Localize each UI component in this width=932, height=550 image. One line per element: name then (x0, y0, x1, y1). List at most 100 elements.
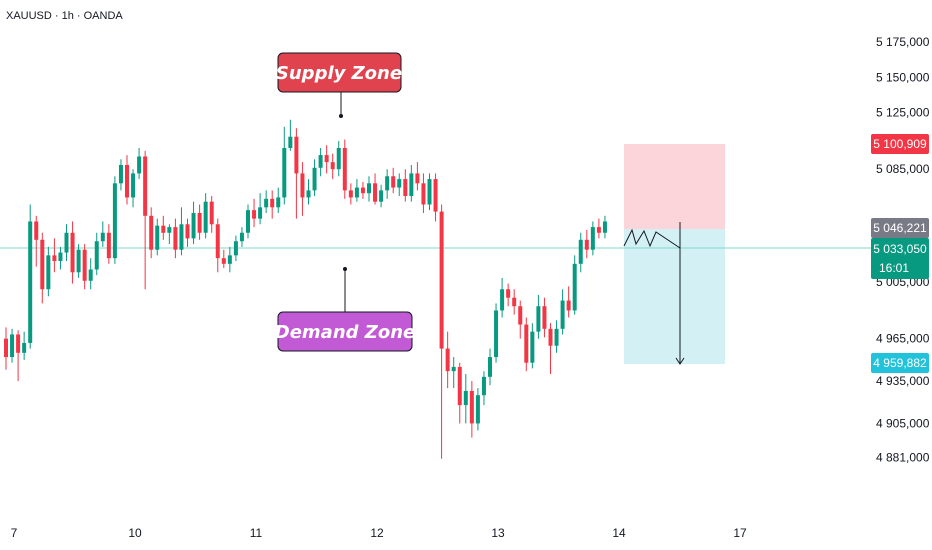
candle (149, 207, 154, 259)
candle-body (185, 224, 190, 239)
candle (385, 169, 390, 199)
candle-body (475, 395, 480, 424)
candle-body (203, 201, 208, 233)
candle-body (82, 249, 87, 281)
candle-body (137, 156, 142, 174)
candle (191, 201, 196, 245)
candle-body (518, 306, 523, 325)
candle (137, 148, 142, 180)
candle (112, 176, 117, 264)
candle-body (252, 210, 257, 219)
candle (306, 179, 311, 205)
candle-body (131, 173, 136, 198)
candle (439, 204, 444, 459)
candle (16, 330, 21, 382)
candle (167, 224, 172, 245)
candle (469, 381, 474, 438)
candle (602, 215, 607, 239)
candle (82, 244, 87, 290)
candle (125, 155, 129, 205)
candle-body (16, 334, 21, 353)
stop-loss-zone[interactable] (624, 144, 725, 229)
candle (542, 297, 547, 338)
time-tick-label: 7 (11, 526, 18, 540)
candle (566, 286, 571, 318)
candle (536, 294, 541, 339)
price-tick-label: 4 881,000 (876, 450, 930, 464)
price-tick-label: 5 150,000 (876, 70, 930, 84)
time-tick-label: 12 (370, 526, 384, 540)
candle-body (161, 225, 166, 233)
candle-body (572, 263, 577, 311)
candle-body (481, 376, 486, 396)
candle-body (94, 241, 99, 270)
take-profit-zone[interactable] (624, 229, 725, 364)
candle-body (100, 232, 105, 242)
candle (227, 246, 232, 273)
stop-price-text: 5 100,909 (873, 137, 927, 151)
price-tick-label: 4 965,000 (876, 332, 930, 346)
time-axis[interactable]: 7 10 11 12 13 14 17 (11, 526, 747, 540)
candle (294, 128, 299, 219)
chart-title: XAUUSD · 1h · OANDA (6, 10, 123, 22)
candle-body (548, 328, 553, 346)
candle-body (288, 136, 293, 148)
candle-body (415, 173, 420, 184)
entry-price-text: 5 046,221 (873, 221, 927, 235)
candle (409, 164, 414, 202)
candle-body (270, 198, 275, 208)
current-price-tag (871, 238, 929, 279)
candle-body (554, 328, 559, 346)
candle-body (112, 183, 117, 259)
candle-body (427, 179, 432, 205)
candle (34, 215, 39, 267)
candle-body (215, 224, 220, 259)
candle-body (463, 390, 468, 406)
candle-body (34, 221, 39, 240)
candle (161, 215, 166, 240)
candle (463, 374, 468, 424)
candle (324, 145, 329, 174)
candle-body (106, 232, 111, 259)
candle (500, 277, 505, 318)
candle (209, 196, 214, 233)
candle (445, 331, 450, 389)
candle-body (488, 357, 492, 377)
candle-body (264, 198, 269, 208)
candle (10, 328, 15, 363)
candle-body (445, 348, 450, 372)
candle-body (70, 232, 75, 273)
candle (373, 173, 378, 205)
price-tick-label: 4 935,000 (876, 374, 930, 388)
stop-price-tag (871, 134, 929, 154)
candle (451, 357, 456, 389)
candle-body (421, 183, 426, 205)
candle (185, 218, 190, 247)
candle (475, 388, 480, 431)
candle (173, 218, 178, 259)
candle (354, 179, 359, 202)
candle (360, 181, 365, 199)
candle (548, 323, 553, 374)
candle (318, 148, 323, 177)
candle-body (246, 210, 250, 233)
candle (415, 162, 420, 191)
candle (64, 224, 69, 261)
candle (554, 320, 559, 353)
candle (524, 317, 529, 372)
entry-price-tag (871, 218, 929, 238)
candle-body (385, 176, 390, 191)
candle (40, 232, 45, 304)
candle-body (433, 179, 438, 212)
candle-body (348, 190, 353, 198)
candle (155, 218, 160, 256)
demand-label-box[interactable] (277, 311, 413, 352)
candle-body (167, 227, 172, 233)
candle (58, 246, 63, 270)
supply-label-box[interactable] (277, 52, 402, 93)
time-tick-label: 10 (128, 526, 142, 540)
candle-body (22, 342, 27, 353)
candle (22, 331, 27, 360)
